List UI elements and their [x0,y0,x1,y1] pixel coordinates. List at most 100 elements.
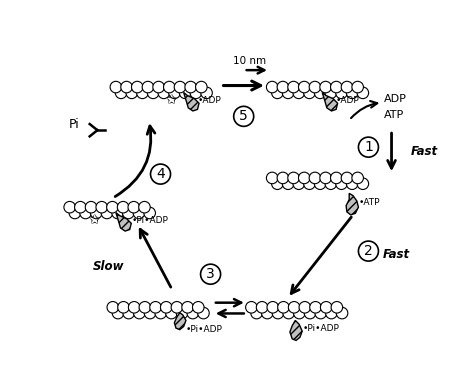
Circle shape [330,172,342,184]
Circle shape [341,172,353,184]
Circle shape [118,201,129,213]
Circle shape [137,87,148,99]
Circle shape [165,307,177,319]
Circle shape [133,207,145,219]
Circle shape [179,87,191,99]
Circle shape [122,207,134,219]
Circle shape [182,301,193,313]
Circle shape [246,301,257,313]
Circle shape [169,87,180,99]
Circle shape [283,87,294,99]
Text: Fast: Fast [411,145,438,158]
Circle shape [304,87,315,99]
Circle shape [357,178,369,189]
Circle shape [288,301,300,313]
Text: ADP: ADP [384,94,407,104]
Circle shape [121,81,132,93]
Polygon shape [290,320,302,340]
Polygon shape [174,313,186,330]
Text: ✩: ✩ [89,213,100,227]
Text: 5: 5 [239,109,248,123]
Circle shape [325,87,337,99]
Circle shape [158,87,170,99]
Circle shape [112,307,124,319]
Circle shape [153,81,164,93]
Text: •Pi•ADP: •Pi•ADP [186,325,223,334]
Circle shape [336,307,348,319]
Circle shape [174,81,186,93]
Circle shape [272,178,283,189]
Text: 3: 3 [206,267,215,281]
Text: Fast: Fast [383,249,410,261]
Circle shape [91,207,102,219]
Circle shape [107,201,118,213]
Circle shape [150,301,161,313]
Circle shape [128,201,139,213]
Text: Pi: Pi [69,118,80,131]
Circle shape [131,81,143,93]
Circle shape [267,301,279,313]
Polygon shape [322,93,337,111]
Circle shape [126,87,137,99]
Circle shape [176,307,188,319]
Circle shape [326,307,337,319]
Text: ✩: ✩ [165,93,177,107]
Circle shape [155,307,166,319]
Circle shape [293,178,304,189]
Circle shape [336,178,347,189]
Circle shape [256,301,268,313]
Circle shape [201,264,220,284]
Circle shape [283,178,294,189]
Circle shape [272,87,283,99]
Circle shape [251,307,263,319]
Circle shape [346,87,358,99]
Circle shape [107,301,118,313]
Circle shape [187,307,199,319]
Text: •ATP: •ATP [358,198,380,207]
Circle shape [320,172,331,184]
Circle shape [278,301,289,313]
Circle shape [309,81,321,93]
Circle shape [201,87,212,99]
Circle shape [112,207,123,219]
Polygon shape [183,93,199,111]
Polygon shape [346,193,358,215]
Circle shape [309,172,321,184]
Circle shape [185,81,196,93]
Circle shape [160,301,172,313]
Circle shape [288,81,299,93]
Circle shape [85,201,97,213]
Circle shape [293,307,305,319]
Polygon shape [116,212,131,231]
Circle shape [110,81,122,93]
Circle shape [266,172,278,184]
Circle shape [299,301,310,313]
Circle shape [288,172,299,184]
Text: •ADP: •ADP [198,96,221,105]
Circle shape [142,81,154,93]
Circle shape [134,307,145,319]
Circle shape [352,81,364,93]
Text: •Pi•ADP: •Pi•ADP [303,323,340,332]
Circle shape [123,307,135,319]
Circle shape [266,81,278,93]
Circle shape [358,137,378,157]
Circle shape [139,301,151,313]
Text: ATP: ATP [384,110,404,120]
Circle shape [352,172,364,184]
Circle shape [310,301,321,313]
Circle shape [304,307,316,319]
Circle shape [96,201,108,213]
Circle shape [118,301,129,313]
Circle shape [139,201,150,213]
Circle shape [357,87,369,99]
Circle shape [331,301,343,313]
Circle shape [358,241,378,261]
Circle shape [144,307,156,319]
Circle shape [234,106,254,126]
Circle shape [147,87,159,99]
Text: 2: 2 [364,244,373,258]
Circle shape [151,164,171,184]
Circle shape [192,301,204,313]
Circle shape [299,172,310,184]
